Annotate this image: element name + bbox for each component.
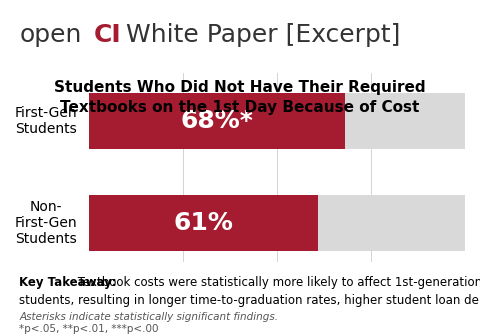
Bar bbox=[89, 93, 345, 149]
Text: 61%: 61% bbox=[174, 211, 233, 235]
Text: Asterisks indicate statistically significant findings.: Asterisks indicate statistically signifi… bbox=[19, 312, 278, 322]
Text: 68%*: 68%* bbox=[180, 109, 253, 133]
Text: CI: CI bbox=[94, 23, 121, 47]
Bar bbox=[89, 93, 465, 149]
Bar bbox=[89, 195, 318, 251]
Text: Textbook costs were statistically more likely to affect 1st-generation: Textbook costs were statistically more l… bbox=[74, 276, 480, 289]
Text: *p<.05, **p<.01, ***p<.00: *p<.05, **p<.01, ***p<.00 bbox=[19, 324, 159, 334]
Text: Key Takeaway:: Key Takeaway: bbox=[19, 276, 117, 289]
Text: Textbooks on the 1st Day Because of Cost: Textbooks on the 1st Day Because of Cost bbox=[60, 100, 420, 115]
Text: First-Gen
Students: First-Gen Students bbox=[15, 106, 77, 136]
Text: Non-
First-Gen
Students: Non- First-Gen Students bbox=[15, 200, 77, 246]
Text: students, resulting in longer time-to-graduation rates, higher student loan debt: students, resulting in longer time-to-gr… bbox=[19, 294, 480, 307]
Text: Students Who Did Not Have Their Required: Students Who Did Not Have Their Required bbox=[54, 80, 426, 95]
Text: Students Who Did Not Have Their Required: Students Who Did Not Have Their Required bbox=[54, 80, 426, 95]
Text: open: open bbox=[19, 23, 82, 47]
Bar bbox=[89, 195, 465, 251]
Text: White Paper [Excerpt]: White Paper [Excerpt] bbox=[118, 23, 400, 47]
